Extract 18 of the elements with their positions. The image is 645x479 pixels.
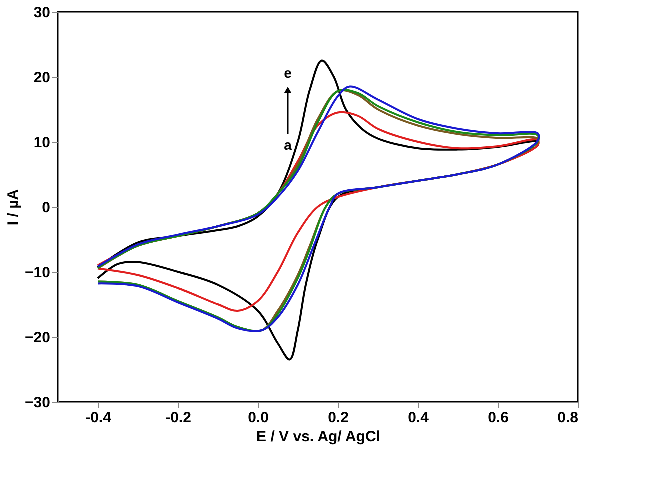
y-tick-label: −20 [25, 330, 50, 346]
y-tick-label: −10 [25, 264, 50, 282]
y-tick-label: 0 [42, 200, 50, 216]
y-tick-label: 20 [34, 70, 50, 86]
y-axis-title: I / µA [5, 189, 22, 226]
x-tick-label: 0.2 [328, 410, 349, 426]
x-tick-label: -0.2 [166, 410, 192, 426]
y-tick-label: −30 [25, 394, 50, 412]
x-tick-label: 0.4 [408, 410, 430, 426]
x-tick-label: -0.4 [86, 410, 112, 426]
annotation: e [284, 65, 292, 81]
annotation: a [284, 137, 292, 153]
x-axis-title: E / V vs. Ag/ AgCl [256, 428, 380, 446]
x-tick-label: 0.0 [248, 410, 269, 426]
y-tick-label: 10 [34, 134, 50, 152]
x-tick-label: 0.6 [488, 410, 509, 426]
y-tick-label: 30 [34, 4, 50, 22]
x-tick-label: 0.8 [558, 410, 578, 426]
